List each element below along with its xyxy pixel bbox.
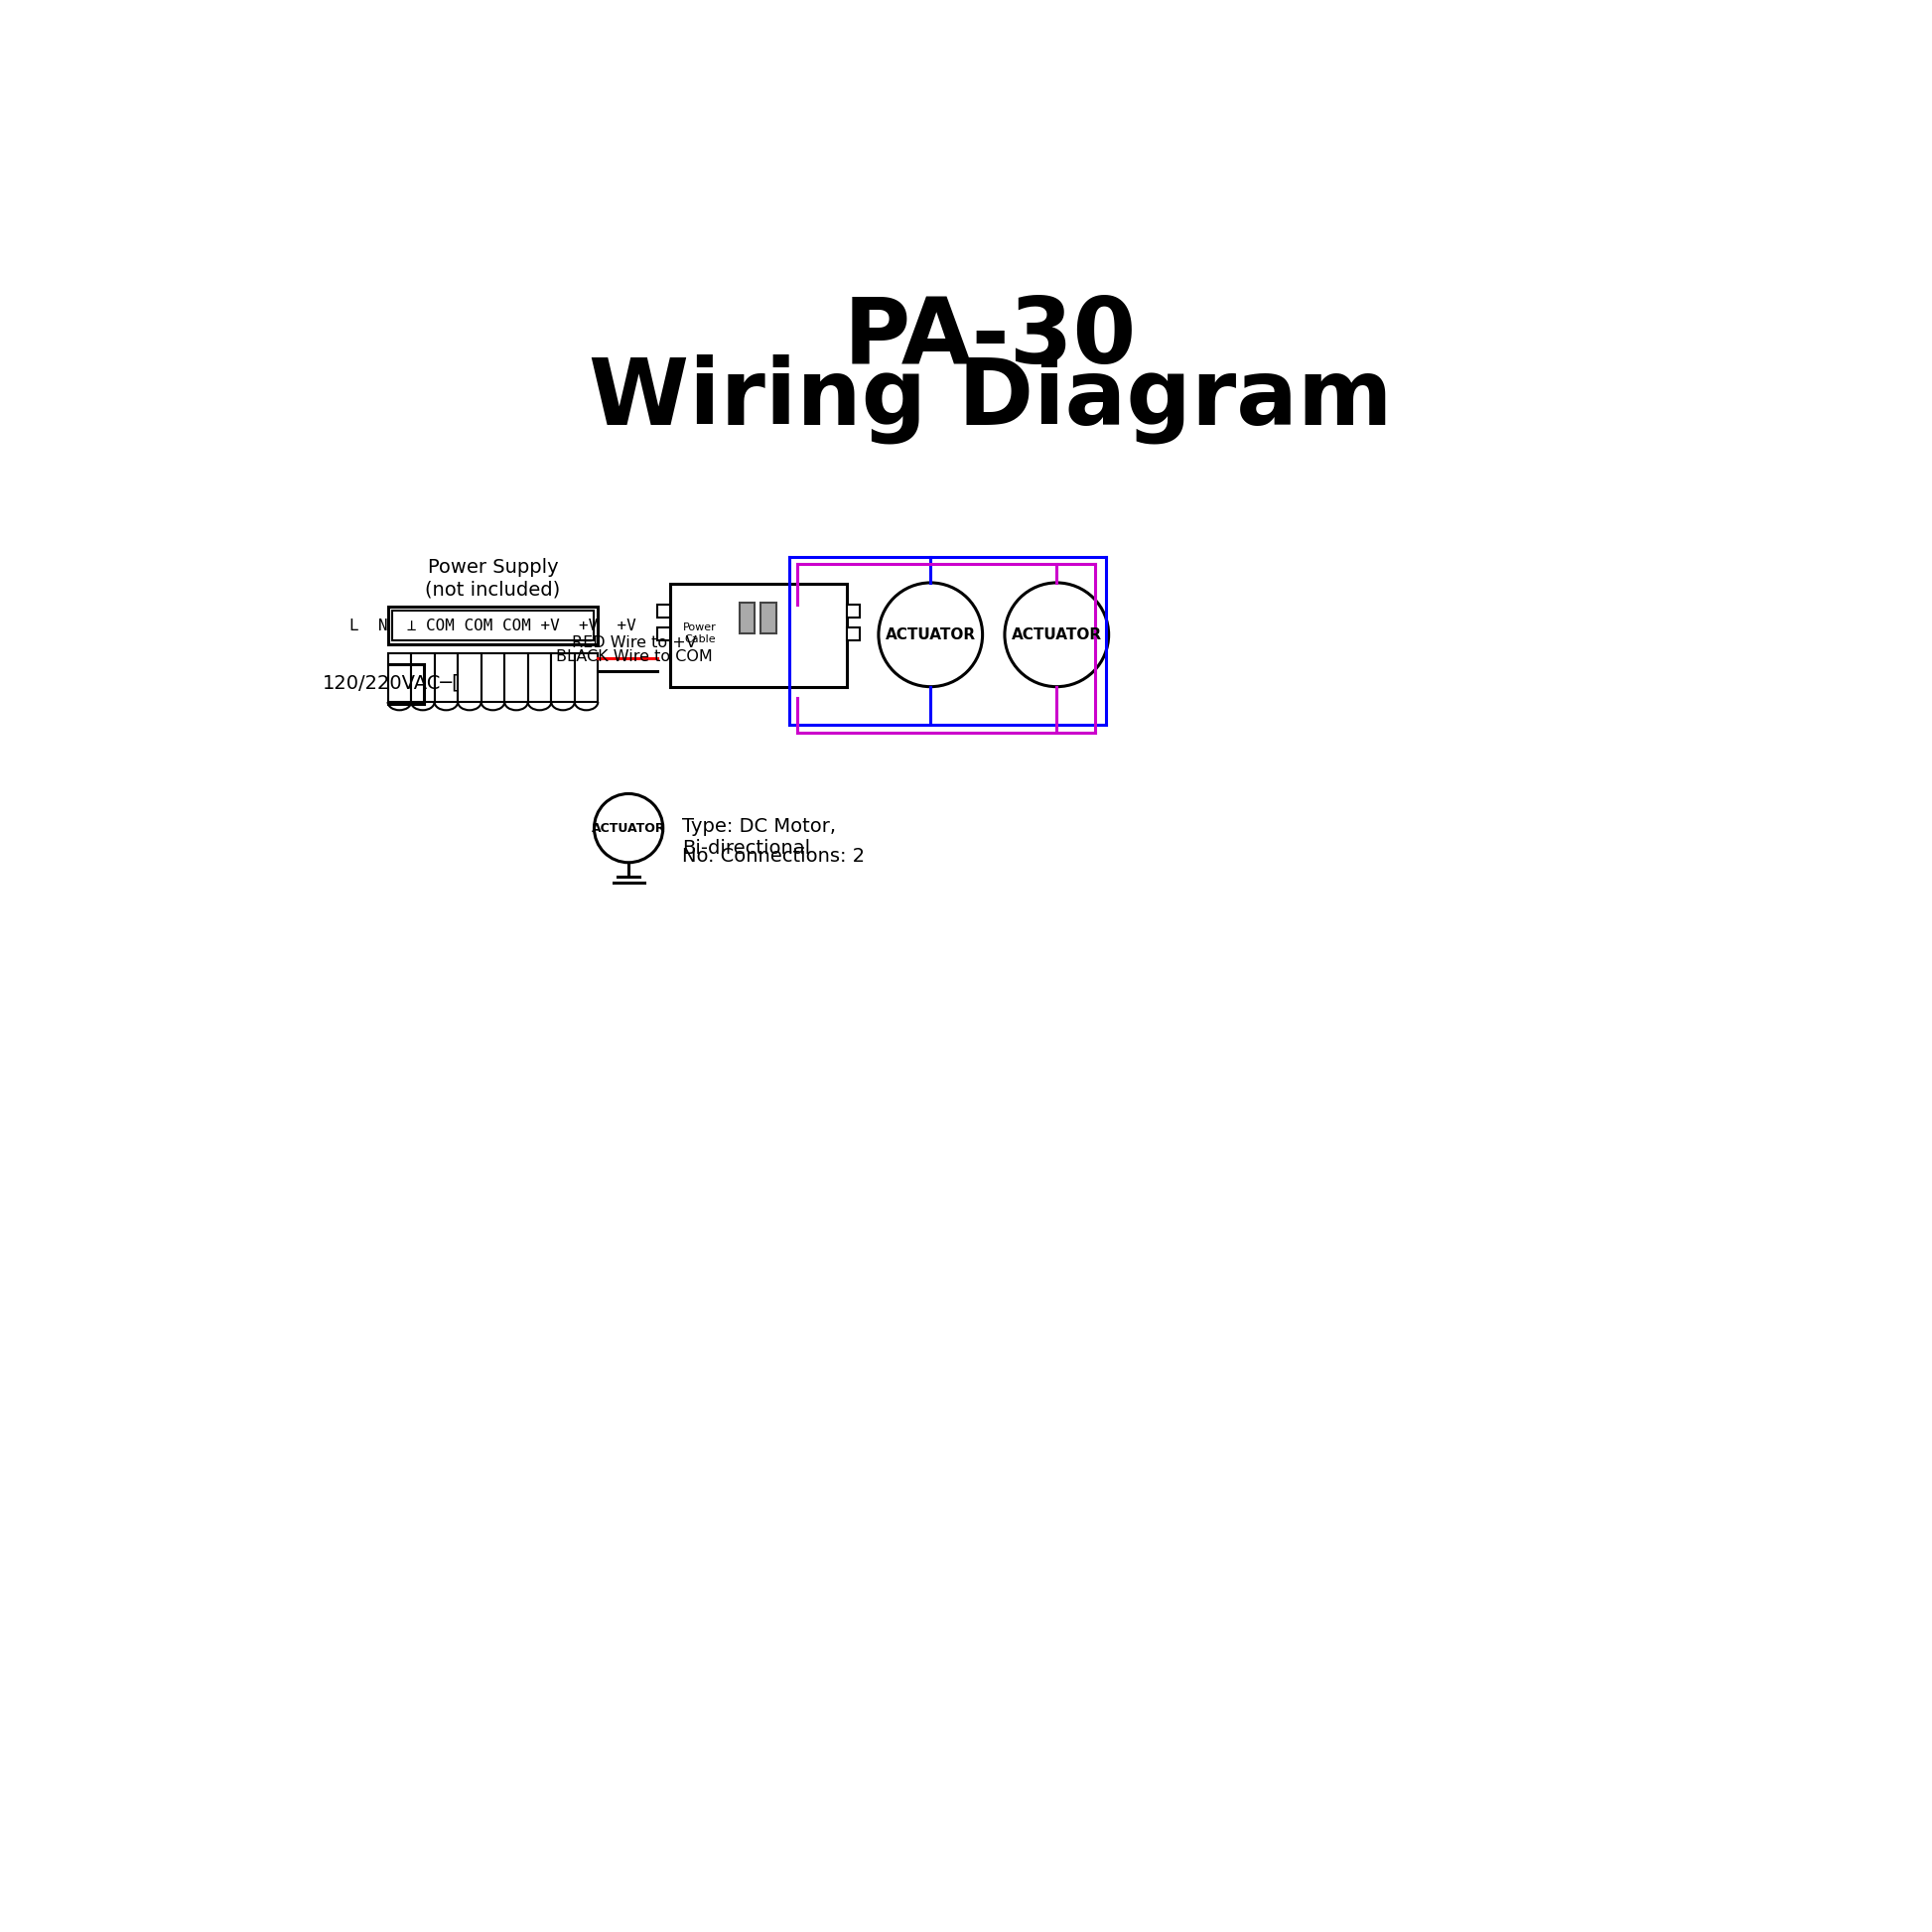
Bar [481,653,504,701]
Text: PA-30: PA-30 [844,294,1136,383]
Bar [392,611,593,639]
Text: ACTUATOR: ACTUATOR [1012,628,1101,641]
Bar [504,653,527,701]
Bar [657,628,670,639]
Text: No. Connections: 2: No. Connections: 2 [682,848,866,866]
Text: Wiring Diagram: Wiring Diagram [589,354,1391,444]
Bar [458,653,481,701]
Bar [551,653,574,701]
Text: RED Wire to +V: RED Wire to +V [572,636,697,649]
Bar [740,603,755,634]
Bar [761,603,777,634]
Bar [574,653,599,701]
Text: ACTUATOR: ACTUATOR [591,821,665,835]
Bar [388,653,412,701]
Text: 120/220VAC─[: 120/220VAC─[ [323,674,460,692]
Text: Power Supply
(not included): Power Supply (not included) [425,558,560,599]
Bar [388,607,599,645]
Bar [657,605,670,616]
Bar [670,583,846,686]
Text: Type: DC Motor,
Bi-directional: Type: DC Motor, Bi-directional [682,817,837,858]
Bar [846,605,860,616]
Bar [412,653,435,701]
Bar [527,653,551,701]
Bar [846,628,860,639]
Text: Power
Cable: Power Cable [682,622,717,643]
Circle shape [1005,583,1109,686]
Text: ACTUATOR: ACTUATOR [885,628,976,641]
Circle shape [595,794,663,862]
Text: L  N  ⊥ COM COM COM +V  +V  +V: L N ⊥ COM COM COM +V +V +V [350,618,636,634]
Circle shape [879,583,983,686]
Bar [435,653,458,701]
Text: BLACK Wire to COM: BLACK Wire to COM [556,649,713,665]
